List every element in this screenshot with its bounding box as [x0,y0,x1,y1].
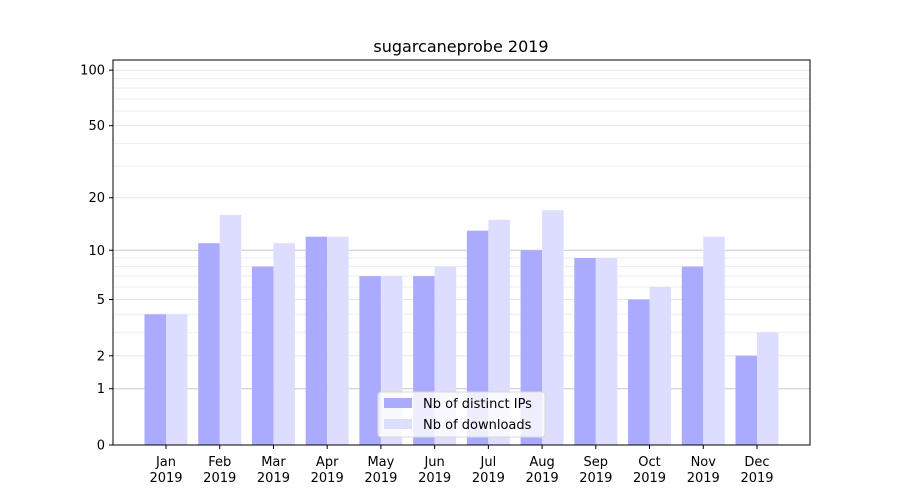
bar-downloads [595,258,618,445]
x-tick-label-year: 2019 [472,471,505,486]
y-tick-label: 10 [88,244,105,259]
y-tick-label: 100 [80,64,105,79]
legend: Nb of distinct IPs Nb of downloads [377,391,546,438]
x-tick-label-month: May [367,455,394,470]
x-tick-label-month: Jul [480,455,497,470]
x-tick-label-month: Jan [155,455,176,470]
x-tick-label-year: 2019 [687,471,720,486]
bar-downloads [649,286,672,445]
bar-distinct-ips [735,355,757,445]
legend-label: Nb of distinct IPs [423,397,532,412]
x-tick-label-month: Sep [584,455,609,470]
x-tick-label-month: Oct [638,455,660,470]
legend-label: Nb of downloads [423,418,532,433]
x-tick-label-month: Jun [423,455,444,470]
bar-distinct-ips [574,258,596,445]
x-tick-label-year: 2019 [633,471,666,486]
bar-downloads [219,214,242,445]
y-tick-label: 5 [97,293,105,308]
x-tick-label-month: Mar [261,455,286,470]
legend-swatch [384,419,412,429]
bar-distinct-ips [681,266,704,445]
x-tick-label-month: Feb [208,455,231,470]
bar-distinct-ips [628,299,650,445]
bar-downloads [166,314,188,445]
bar-distinct-ips [466,230,489,445]
y-tick-label: 20 [88,191,105,206]
x-tick-label-year: 2019 [311,471,344,486]
bar-distinct-ips [144,314,166,445]
y-tick-label: 1 [97,382,105,397]
bar-downloads [542,210,564,445]
bar-distinct-ips [251,266,274,445]
y-tick-label: 0 [97,439,105,454]
bar-distinct-ips [359,276,381,445]
bar-downloads [488,219,510,445]
y-tick-label: 2 [97,349,105,364]
legend-box [377,391,546,438]
x-tick-label-year: 2019 [526,471,559,486]
x-tick-label-month: Dec [744,455,769,470]
x-tick-label-year: 2019 [203,471,236,486]
bar-downloads [273,243,295,445]
plot-frame [112,59,811,446]
x-tick-label-month: Nov [691,455,717,470]
bar-downloads [327,236,349,445]
chart-title: sugarcaneprobe 2019 [373,37,548,56]
bar-distinct-ips [198,243,220,445]
bar-downloads [757,332,779,445]
x-tick-label-month: Apr [316,455,339,470]
x-tick-label-year: 2019 [364,471,397,486]
y-tick-label: 50 [88,119,105,134]
bar-downloads [703,236,725,445]
x-tick-label-year: 2019 [740,471,773,486]
x-tick-label-year: 2019 [579,471,612,486]
x-tick-label-year: 2019 [257,471,290,486]
bar-distinct-ips [305,236,328,445]
x-tick-label-month: Aug [529,455,554,470]
legend-swatch [384,398,412,408]
x-tick-label-year: 2019 [418,471,451,486]
x-tick-label-year: 2019 [149,471,182,486]
